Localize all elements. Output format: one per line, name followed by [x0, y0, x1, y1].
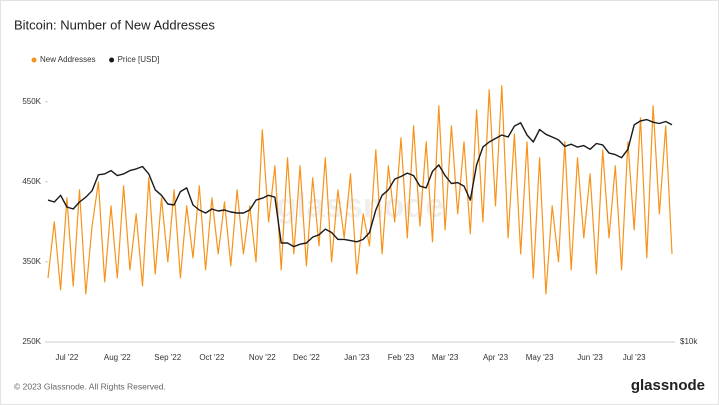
x-tick-label: Oct '22 [199, 353, 225, 362]
x-tick-label: Mar '23 [432, 353, 459, 362]
legend-marker [109, 57, 115, 63]
legend-label: New Addresses [40, 55, 96, 64]
x-tick-label: Jul '23 [623, 353, 646, 362]
copyright: © 2023 Glassnode. All Rights Reserved. [14, 381, 166, 391]
y-tick-label: 350K [22, 257, 41, 266]
x-tick-label: Aug '22 [104, 353, 131, 362]
legend-label: Price [USD] [118, 55, 160, 64]
y-tick-label: 450K [22, 177, 41, 186]
x-tick-label: Apr '23 [483, 353, 509, 362]
x-tick-label: Jan '23 [344, 353, 370, 362]
x-tick-label: Dec '22 [293, 353, 320, 362]
x-tick-label: Sep '22 [154, 353, 181, 362]
x-tick-label: May '23 [526, 353, 554, 362]
x-tick-label: Jun '23 [577, 353, 603, 362]
y-tick-label: 250K [22, 337, 41, 346]
legend-marker [31, 57, 37, 63]
y2-tick-label: $10k [680, 337, 698, 346]
series-line [47, 85, 673, 295]
x-tick-label: Jul '22 [55, 353, 78, 362]
series-line [47, 118, 673, 248]
y-tick-label: 550K [22, 97, 41, 106]
x-tick-label: Nov '22 [249, 353, 276, 362]
chart-title: Bitcoin: Number of New Addresses [14, 17, 215, 32]
logo: glassnode [631, 377, 705, 394]
x-tick-label: Feb '23 [388, 353, 415, 362]
